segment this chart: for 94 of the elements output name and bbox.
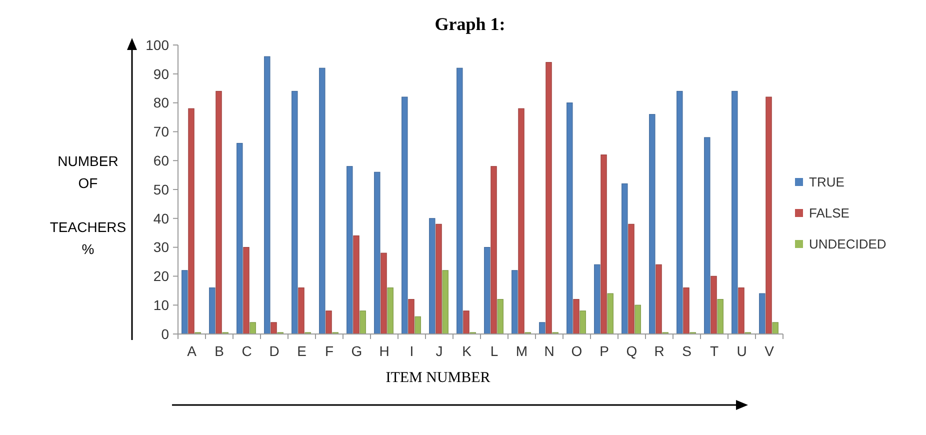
y-tick-label: 50 — [153, 181, 170, 198]
bar — [298, 287, 304, 334]
bar — [628, 224, 634, 334]
x-tick-label: F — [324, 343, 334, 359]
bar — [402, 96, 408, 334]
x-tick-label: N — [544, 343, 554, 359]
bar — [182, 270, 188, 334]
bar — [566, 102, 573, 334]
bar — [607, 293, 614, 334]
bar — [676, 90, 683, 334]
bar — [436, 224, 442, 334]
bar — [539, 322, 546, 334]
bar — [772, 322, 778, 334]
y-tick-label: 40 — [153, 210, 170, 226]
y-tick-label: 0 — [161, 326, 170, 342]
bar — [600, 154, 607, 334]
y-tick-label: 30 — [153, 239, 170, 256]
bar — [490, 166, 497, 334]
x-tick-label: R — [654, 343, 664, 359]
x-tick-label: D — [269, 343, 280, 359]
bar — [732, 90, 738, 334]
x-tick-label: B — [214, 343, 224, 359]
bar — [414, 316, 421, 334]
bar — [387, 287, 394, 334]
bar — [622, 183, 628, 334]
bar — [292, 90, 298, 334]
bar — [759, 293, 766, 334]
x-axis-title: ITEM NUMBER — [386, 370, 490, 386]
x-tick-label: J — [436, 343, 443, 359]
x-tick-label: A — [187, 343, 198, 359]
bar — [270, 322, 277, 334]
bar — [216, 90, 222, 334]
bar — [512, 270, 518, 334]
bar — [429, 218, 436, 334]
legend-label: UNDECIDED — [809, 236, 886, 252]
bar — [704, 137, 710, 334]
chart-title: Graph 1: — [434, 14, 506, 34]
bar — [717, 299, 724, 334]
y-tick-label: 100 — [146, 36, 170, 53]
bar — [634, 304, 641, 334]
y-tick-label: 10 — [153, 297, 170, 313]
bar — [497, 299, 504, 334]
bar — [546, 62, 552, 334]
bar — [463, 310, 470, 334]
bar — [264, 56, 270, 334]
bar — [738, 287, 744, 334]
bar — [319, 68, 326, 334]
bar — [408, 299, 414, 334]
x-tick-label: U — [736, 343, 747, 359]
x-tick-label: M — [516, 343, 528, 359]
bar — [594, 264, 600, 334]
bar — [380, 252, 387, 334]
x-tick-label: L — [490, 343, 498, 359]
x-tick-label: H — [379, 343, 390, 359]
y-tick-label: 90 — [153, 66, 170, 82]
y-tick-label: 20 — [153, 268, 170, 284]
x-tick-label: K — [462, 343, 472, 359]
bar — [656, 264, 662, 334]
bar — [250, 322, 256, 334]
x-tick-label: E — [297, 343, 306, 359]
x-tick-label: G — [351, 343, 362, 359]
bar — [683, 287, 690, 334]
y-tick-label: 70 — [153, 124, 170, 140]
y-tick-label: 80 — [153, 94, 170, 111]
bar — [209, 287, 216, 334]
bar — [374, 172, 380, 334]
bar — [766, 96, 772, 334]
bar — [326, 310, 332, 334]
bar — [518, 108, 524, 334]
bar — [442, 270, 448, 334]
bar — [353, 235, 360, 334]
x-tick-label: S — [682, 343, 692, 359]
x-tick-label: V — [764, 343, 775, 359]
bar — [580, 310, 586, 334]
x-tick-label: T — [710, 343, 719, 359]
text: NUMBER OF TEACHERS % — [50, 153, 126, 257]
bar — [188, 108, 194, 334]
x-tick-label: I — [410, 343, 414, 359]
legend-label: TRUE — [809, 174, 845, 190]
legend-label: FALSE — [809, 206, 850, 221]
x-tick-label: C — [242, 343, 252, 359]
bar — [360, 310, 366, 334]
bar — [243, 247, 250, 334]
bar — [649, 114, 656, 334]
bar — [573, 299, 580, 334]
y-tick-label: 60 — [153, 152, 170, 168]
x-tick-label: P — [600, 343, 609, 359]
bar — [346, 166, 353, 334]
bar — [236, 142, 243, 334]
x-tick-label: Q — [626, 343, 638, 359]
x-tick-label: O — [571, 343, 582, 359]
bar — [484, 247, 490, 334]
bar — [456, 68, 463, 334]
bar — [710, 276, 717, 334]
